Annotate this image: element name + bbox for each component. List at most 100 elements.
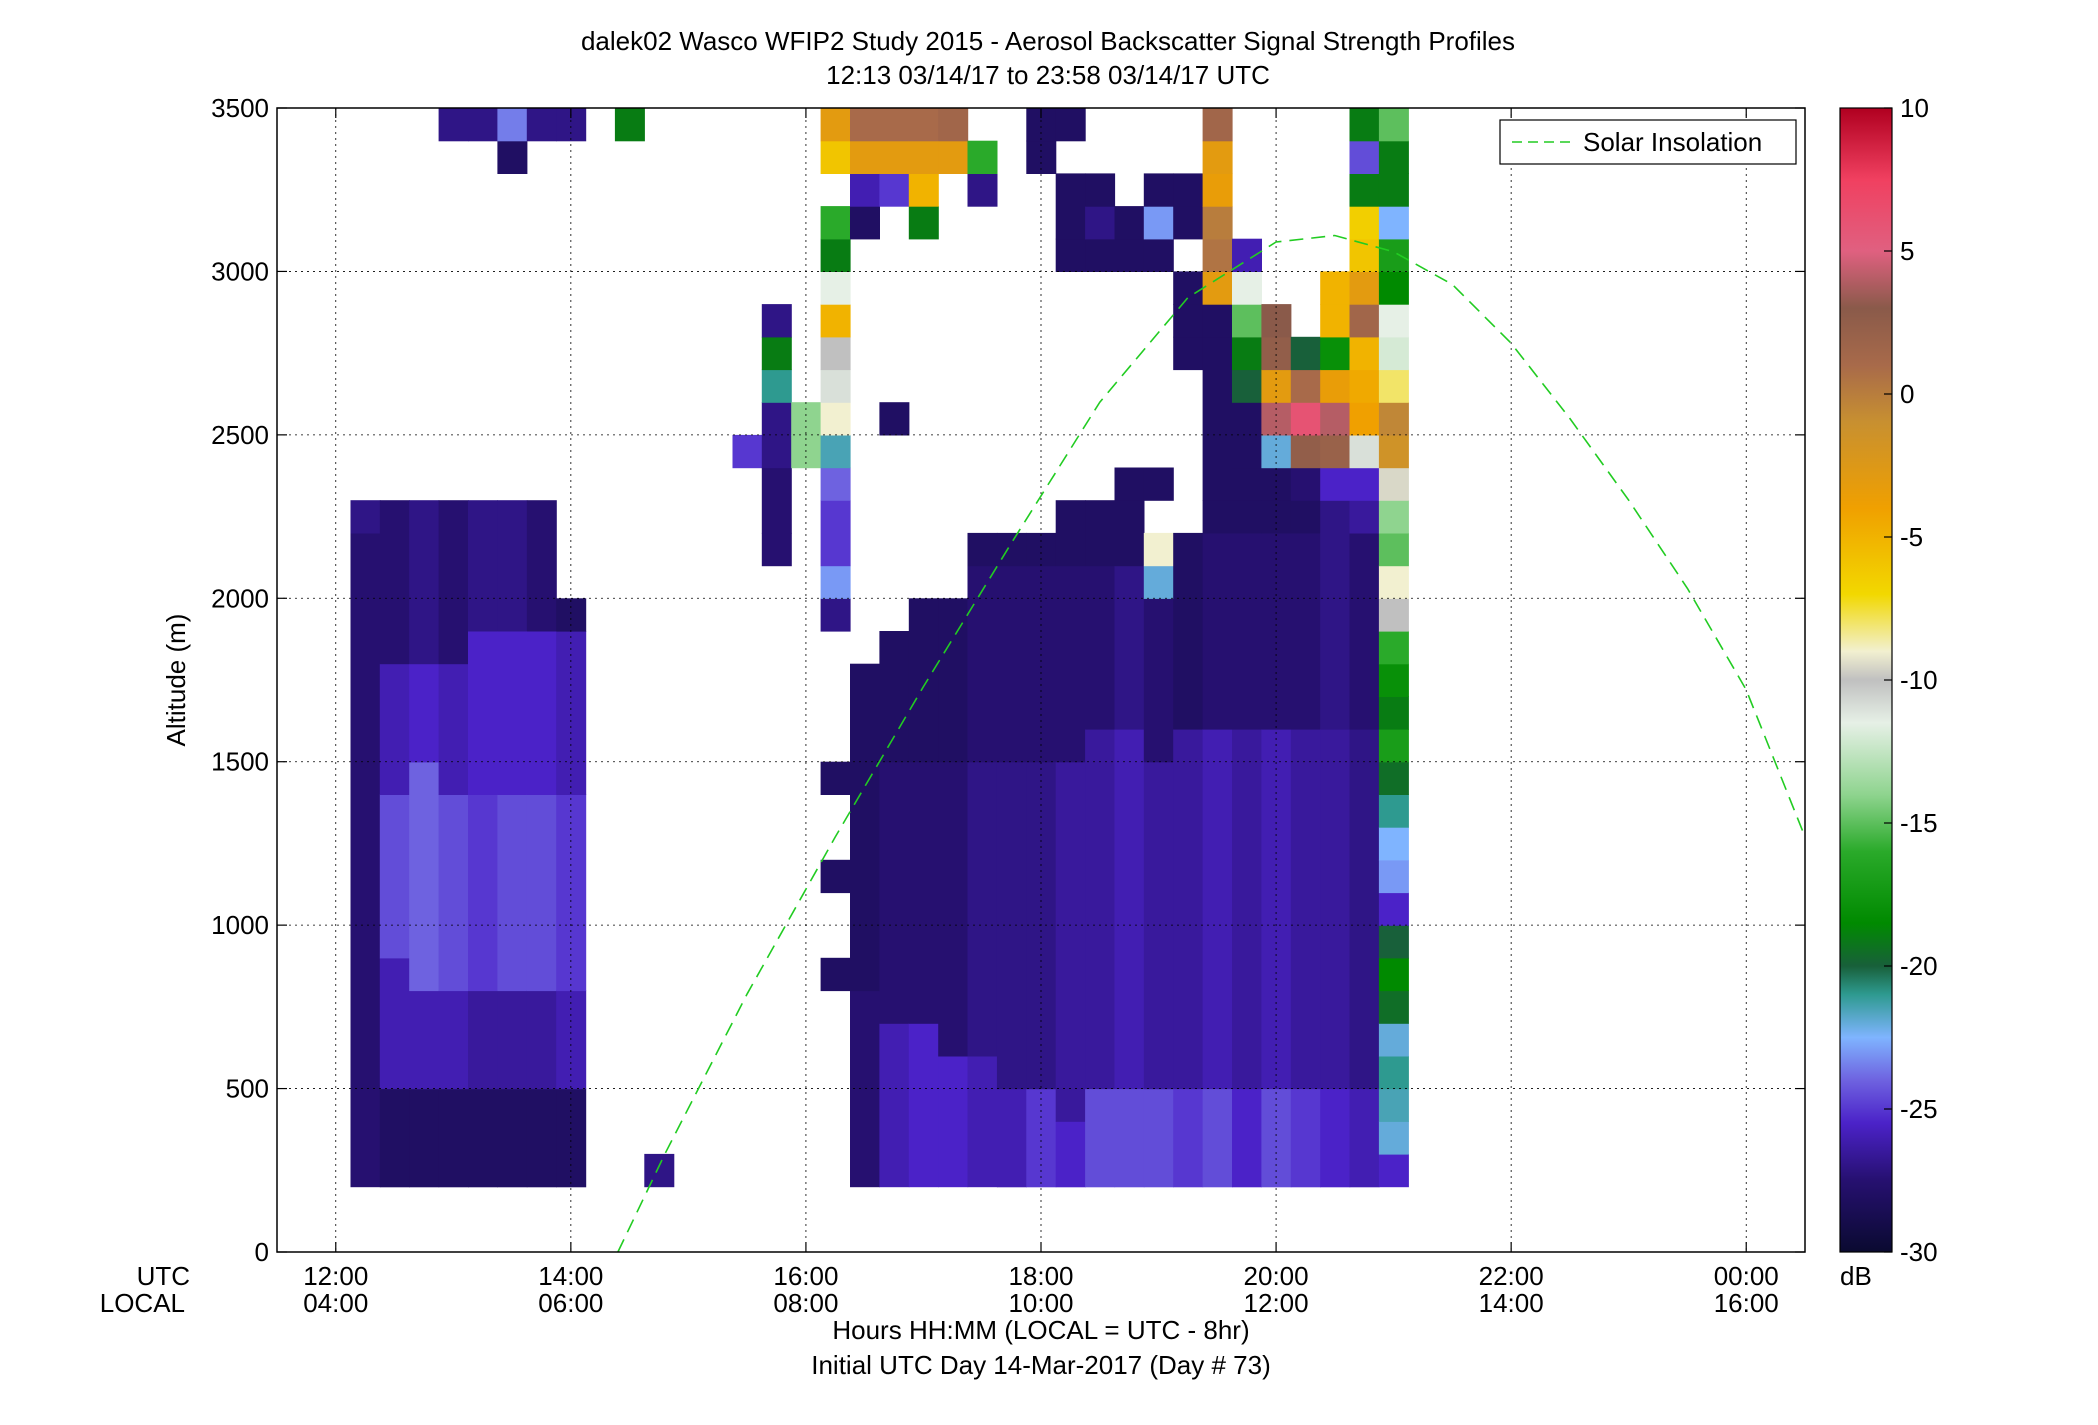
heatmap-cell	[761, 467, 792, 534]
x-tick-label-local: 06:00	[538, 1288, 603, 1318]
heatmap-cell	[1202, 1088, 1233, 1188]
heatmap-cell	[1173, 1088, 1204, 1188]
x-tick-label-utc: 00:00	[1714, 1261, 1779, 1291]
heatmap-cell	[526, 990, 557, 1090]
heatmap-cell	[1378, 140, 1409, 174]
x-tick-label-local: 10:00	[1008, 1288, 1073, 1318]
heatmap-cell	[556, 598, 587, 632]
heatmap-cell	[1349, 271, 1380, 305]
heatmap-cell	[1202, 108, 1233, 142]
heatmap-cell	[1290, 1088, 1321, 1188]
heatmap-cell	[791, 402, 822, 436]
heatmap-cell	[1290, 500, 1321, 534]
heatmap-cell	[379, 794, 410, 959]
heatmap-cell	[1378, 631, 1409, 665]
x-tick-label-local: 16:00	[1714, 1288, 1779, 1318]
heatmap-cell	[1143, 173, 1174, 207]
x-tick-label-utc: 20:00	[1244, 1261, 1309, 1291]
legend-label: Solar Insolation	[1583, 127, 1762, 157]
heatmap-cell	[820, 402, 851, 436]
heatmap-cell	[409, 663, 440, 763]
heatmap-cell	[438, 500, 469, 665]
heatmap-cell	[1055, 761, 1086, 1122]
heatmap-cell	[1378, 402, 1409, 436]
heatmap-cell	[1378, 1121, 1409, 1155]
colorbar-tick-label: 5	[1900, 236, 1914, 266]
y-tick-label: 1000	[211, 910, 269, 940]
heatmap-cell	[1290, 434, 1321, 469]
heatmap-cell	[1378, 1153, 1409, 1188]
heatmap-cell	[1202, 500, 1233, 534]
heatmap-cell	[468, 990, 498, 1090]
heatmap-cell	[761, 336, 792, 371]
heatmap-cell	[820, 500, 851, 567]
heatmap-cell	[438, 663, 469, 795]
heatmap-cell	[1378, 108, 1409, 142]
heatmap-cell	[1378, 598, 1409, 632]
heatmap-cell	[1261, 729, 1292, 1090]
heatmap-cell	[967, 173, 998, 207]
heatmap-cell	[1378, 827, 1409, 861]
heatmap-cell	[1349, 729, 1380, 1090]
heatmap-cell	[908, 140, 939, 174]
heatmap-cell	[1202, 173, 1233, 207]
heatmap-cell	[1349, 1088, 1380, 1188]
heatmap-cell	[938, 108, 969, 142]
heatmap-cell	[1290, 729, 1321, 1090]
heatmap-cell	[1290, 467, 1321, 501]
heatmap-cell	[850, 140, 880, 174]
heatmap-cell	[1378, 434, 1409, 469]
heatmap-cell	[908, 108, 939, 142]
heatmap-cell	[1085, 500, 1116, 534]
heatmap-cell	[1349, 206, 1380, 240]
heatmap-cell	[1378, 925, 1409, 959]
heatmap-cell	[468, 108, 498, 142]
heatmap-cell	[996, 1088, 1027, 1188]
y-tick-label: 0	[255, 1237, 269, 1267]
heatmap-cell	[879, 108, 910, 142]
heatmap-cell	[850, 206, 880, 240]
chart-title-line2: 12:13 03/14/17 to 23:58 03/14/17 UTC	[826, 60, 1270, 90]
heatmap-cell	[1085, 532, 1116, 567]
heatmap-cell	[468, 1088, 498, 1188]
heatmap-cell	[1378, 957, 1409, 992]
heatmap-cell	[996, 565, 1027, 763]
heatmap-cell	[1202, 206, 1233, 240]
heatmap-cell	[938, 140, 969, 174]
heatmap-cell	[938, 598, 969, 763]
heatmap-cell	[1232, 434, 1262, 469]
heatmap-cell	[1349, 336, 1380, 371]
heatmap-cell	[379, 957, 410, 1090]
heatmap-cell	[526, 794, 557, 992]
heatmap-cell	[820, 238, 851, 272]
heatmap-cell	[1173, 532, 1204, 730]
heatmap-cell	[1320, 304, 1351, 338]
heatmap-cell	[1378, 1055, 1409, 1090]
x-tick-label-utc: 12:00	[303, 1261, 368, 1291]
heatmap-cell	[1173, 173, 1204, 207]
heatmap-cell	[820, 206, 851, 240]
heatmap-cell	[1202, 304, 1233, 338]
heatmap-cell	[1055, 565, 1086, 763]
heatmap-cell	[761, 304, 792, 338]
heatmap-cell	[438, 108, 469, 142]
x-tick-label-local: 08:00	[773, 1288, 838, 1318]
heatmap-cell	[1202, 532, 1233, 730]
heatmap-cell	[350, 500, 381, 534]
heatmap-cell	[1114, 532, 1145, 567]
heatmap-cell	[1320, 1088, 1351, 1188]
grid-lines	[277, 108, 1805, 1252]
heatmap-cell	[1232, 467, 1262, 501]
heatmap-cell	[820, 859, 851, 894]
heatmap-cell	[820, 434, 851, 469]
y-tick-label: 3500	[211, 93, 269, 123]
heatmap-cell	[497, 1088, 528, 1188]
heatmap-cell	[996, 532, 1027, 567]
x-axis-label-line1: Hours HH:MM (LOCAL = UTC - 8hr)	[832, 1315, 1249, 1345]
heatmap-cell	[1378, 304, 1409, 338]
heatmap-cell	[1378, 859, 1409, 894]
colorbar-tick-label: -10	[1900, 665, 1938, 695]
colorbar-tick-label: -30	[1900, 1237, 1938, 1267]
heatmap-cell	[1085, 1088, 1116, 1188]
heatmap-cell	[1349, 402, 1380, 436]
